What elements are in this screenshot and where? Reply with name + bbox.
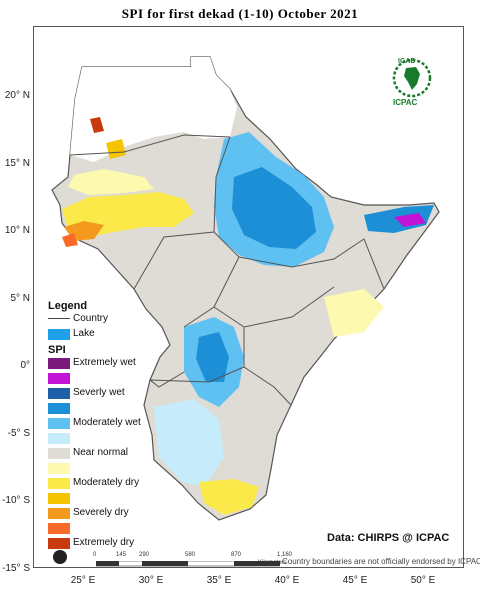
icpac-logo — [388, 56, 436, 106]
extreme-dry-west — [62, 233, 78, 247]
scale-label: 290 — [139, 552, 150, 558]
region-outline — [51, 56, 440, 521]
map-frame — [33, 26, 464, 568]
boundary-disclaimer: Country boundaries are not officially en… — [282, 557, 480, 566]
legend-country-label: Country — [73, 313, 109, 324]
scale-label: 870 — [231, 552, 242, 558]
dry-tz-south — [199, 479, 259, 515]
spi-swatch — [48, 433, 70, 444]
scale-label: 145 — [116, 552, 127, 558]
spi-swatch — [48, 463, 70, 474]
spi-class-row — [48, 461, 168, 476]
logo-icpac-text: ICPAC — [393, 98, 418, 107]
spi-class-row — [48, 401, 168, 416]
dry-kenya-coast — [324, 289, 384, 337]
spi-classes: Extremely wet Severly wet Moderately wet Ne… — [48, 356, 168, 551]
lon-tick: 35° E — [206, 575, 232, 586]
dry-patch-north — [90, 117, 104, 133]
legend-lake-label: Lake — [73, 328, 95, 339]
spi-class-row — [48, 371, 168, 386]
spi-class-row: Near normal — [48, 446, 168, 461]
spi-swatch — [48, 493, 70, 504]
scale-label: 0 — [93, 552, 97, 558]
spi-swatch — [48, 538, 70, 549]
spi-swatch — [48, 358, 70, 369]
spi-class-row — [48, 521, 168, 536]
spi-class-label: Moderately wet — [73, 417, 141, 428]
dry-patch-yellow — [68, 169, 154, 195]
wet-lakes-core — [196, 332, 229, 382]
legend-title: Legend — [48, 300, 88, 312]
near-normal-tz — [154, 399, 224, 487]
scale-unit: Kilometers — [258, 560, 287, 566]
spi-class-row: Severely dry — [48, 506, 168, 521]
scale-label: 580 — [185, 552, 196, 558]
lat-tick: 10° N — [4, 225, 30, 236]
lake-swatch — [48, 329, 70, 340]
lat-tick: 15° N — [4, 157, 30, 169]
spi-class-label: Severely dry — [73, 507, 129, 518]
data-credit: Data: CHIRPS @ ICPAC — [327, 532, 450, 544]
lat-tick: -15° S — [2, 562, 30, 574]
spi-class-row: Extremely wet — [48, 356, 168, 371]
lat-tick: 5° N — [10, 292, 30, 304]
spi-swatch — [48, 448, 70, 459]
legend-lake: Lake — [48, 327, 168, 342]
spi-swatch — [48, 388, 70, 399]
lon-tick: 45° E — [342, 575, 368, 586]
extreme-wet-horn — [394, 213, 426, 227]
spi-map — [51, 56, 440, 521]
spi-swatch — [48, 508, 70, 519]
spi-swatch — [48, 418, 70, 429]
country-borders — [69, 134, 385, 406]
scale-bar — [96, 561, 280, 567]
lon-tick: 40° E — [274, 575, 300, 586]
lat-tick: 20° N — [4, 90, 30, 101]
spi-swatch — [48, 373, 70, 384]
lon-tick: 30° E — [138, 575, 164, 586]
spi-class-row: Moderately wet — [48, 416, 168, 431]
lon-tick: 50° E — [410, 575, 436, 586]
lat-tick: 0° — [20, 360, 30, 371]
spi-swatch — [48, 403, 70, 414]
legend-spi-title: SPI — [48, 344, 66, 356]
map-title: SPI for first dekad (1-10) October 2021 — [121, 6, 359, 21]
lon-tick: 25° E — [70, 575, 96, 586]
spi-class-label: Extremely dry — [73, 537, 135, 548]
spi-class-row: Extremely dry — [48, 536, 168, 551]
spi-class-row — [48, 431, 168, 446]
dry-patch-north-2 — [106, 139, 126, 159]
wet-ethiopia-core — [232, 167, 316, 249]
logo-igad-text: IGAD — [398, 58, 416, 65]
scale-label: 1,160 — [277, 552, 293, 558]
spi-class-label: Moderately dry — [73, 477, 140, 488]
country-line-swatch — [48, 318, 70, 319]
lat-tick: -10° S — [2, 495, 30, 506]
map-legend: Legend Country Lake SPI Extremely wet Sev… — [48, 300, 168, 551]
north-arrow-icon — [53, 550, 67, 564]
spi-class-row: Moderately dry — [48, 476, 168, 491]
legend-country: Country — [48, 312, 168, 327]
spi-swatch — [48, 523, 70, 534]
lat-tick: -5° S — [7, 427, 30, 439]
spi-class-label: Extremely wet — [73, 357, 136, 368]
spi-class-row — [48, 491, 168, 506]
spi-class-label: Near normal — [73, 447, 129, 458]
spi-class-row: Severly wet — [48, 386, 168, 401]
spi-class-label: Severly wet — [73, 387, 125, 398]
spi-swatch — [48, 478, 70, 489]
